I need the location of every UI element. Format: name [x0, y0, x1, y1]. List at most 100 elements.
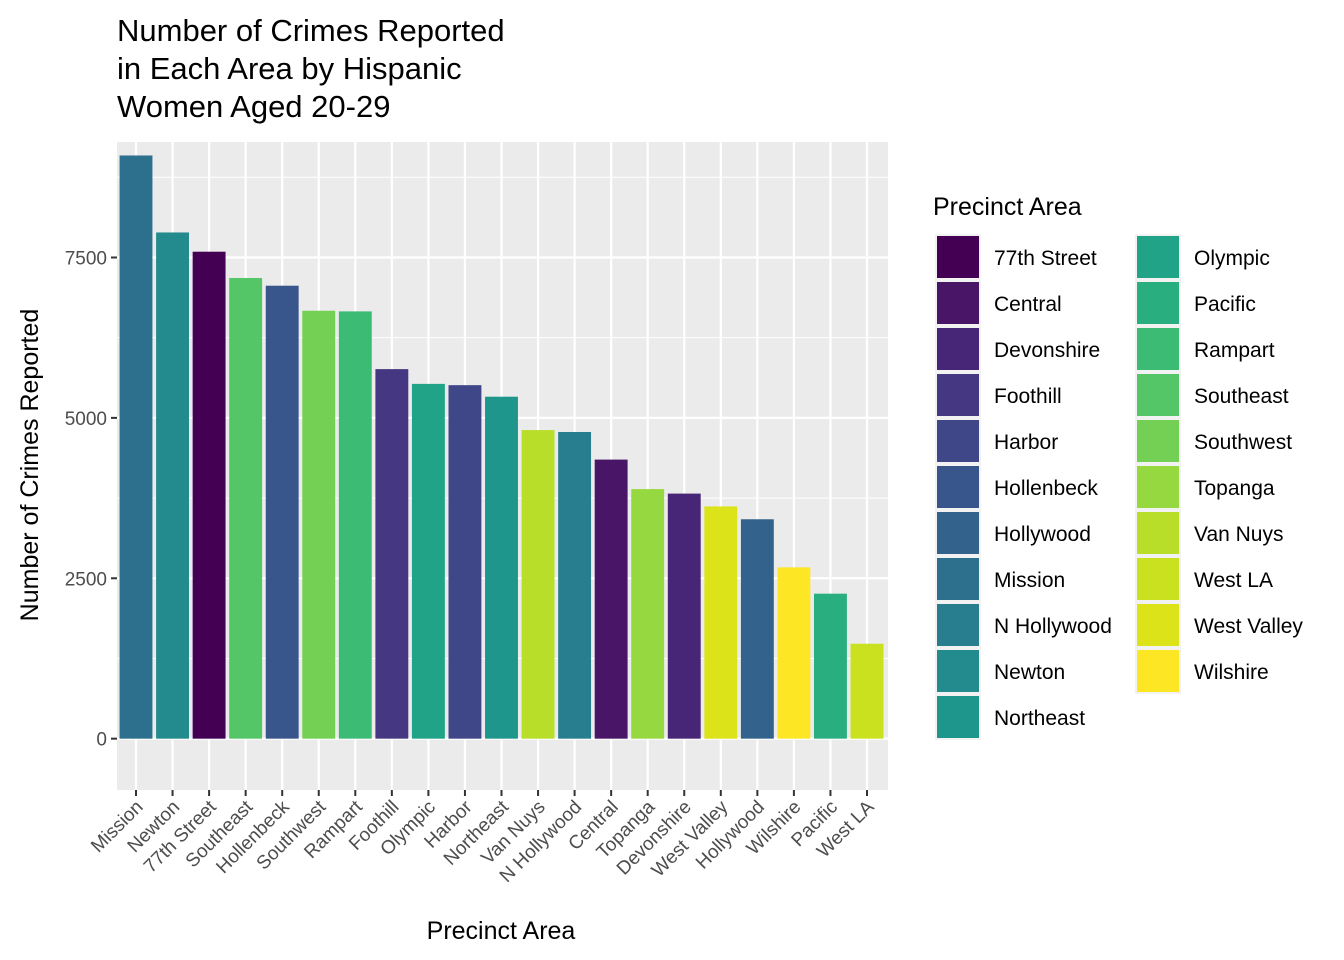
y-tick-label: 5000	[65, 409, 107, 430]
legend-item: Hollenbeck	[935, 464, 1098, 510]
legend-label: Rampart	[1194, 339, 1275, 362]
bar-wilshire	[777, 567, 811, 739]
legend-label: Newton	[994, 661, 1065, 684]
bar-newton	[156, 232, 189, 739]
bar-west-valley	[704, 506, 738, 739]
bar-foothill	[375, 369, 409, 739]
legend-item: Hollywood	[935, 510, 1091, 556]
bar-rampart	[338, 311, 372, 739]
bar-southeast	[229, 278, 263, 739]
legend-swatch	[1137, 282, 1179, 324]
legend-label: Southeast	[1194, 385, 1289, 408]
bar-southwest	[302, 310, 336, 739]
legend-swatch	[1137, 328, 1179, 370]
legend-item: Devonshire	[935, 326, 1100, 372]
legend-title: Precinct Area	[933, 193, 1082, 221]
legend-item: N Hollywood	[935, 602, 1112, 648]
bar-devonshire	[667, 493, 701, 739]
bar-pacific	[814, 593, 847, 739]
legend-swatch	[1137, 374, 1179, 416]
bar-olympic	[411, 383, 445, 739]
legend-item: Wilshire	[1135, 648, 1269, 694]
legend-item: Van Nuys	[1135, 510, 1284, 556]
legend-item: Harbor	[935, 418, 1058, 464]
legend-label: Central	[994, 293, 1062, 316]
chart-title: Number of Crimes Reported in Each Area b…	[117, 13, 505, 124]
legend-label: 77th Street	[994, 247, 1097, 270]
legend-swatch	[937, 282, 979, 324]
legend-item: Newton	[935, 648, 1065, 694]
legend-label: Northeast	[994, 707, 1085, 730]
bar-northeast	[485, 396, 518, 739]
legend-swatch	[1137, 236, 1179, 278]
bar-topanga	[631, 489, 665, 739]
y-axis: 0 2500 5000 7500	[65, 248, 117, 751]
y-tick-label: 0	[96, 730, 107, 751]
legend-label: Foothill	[994, 385, 1062, 408]
legend-swatch	[937, 696, 979, 738]
legend-swatch	[1137, 420, 1179, 462]
y-tick-label: 7500	[65, 248, 107, 269]
legend-item: Central	[935, 280, 1062, 326]
legend-label: Hollywood	[994, 523, 1091, 546]
legend-label: West Valley	[1194, 615, 1303, 638]
legend-swatch	[937, 650, 979, 692]
legend-label: Southwest	[1194, 431, 1292, 454]
legend-label: Wilshire	[1194, 661, 1269, 684]
legend-swatch	[937, 236, 979, 278]
legend-item: Topanga	[1135, 464, 1275, 510]
bar-hollywood	[740, 519, 774, 739]
title-line-3: Women Aged 20-29	[117, 89, 390, 124]
bar-hollenbeck	[265, 285, 299, 739]
legend-swatch	[937, 558, 979, 600]
bar-west-la	[850, 643, 884, 739]
legend-label: Olympic	[1194, 247, 1270, 270]
legend-item: Southeast	[1135, 372, 1289, 418]
legend-item: 77th Street	[935, 234, 1097, 280]
legend-swatch	[937, 420, 979, 462]
bar-central	[594, 459, 628, 739]
legend-swatch	[1137, 604, 1179, 646]
bars	[119, 155, 884, 739]
legend-label: Mission	[994, 569, 1065, 592]
legend-item: Pacific	[1135, 280, 1256, 326]
title-line-2: in Each Area by Hispanic	[117, 51, 462, 86]
legend-swatch	[1137, 466, 1179, 508]
y-tick-label: 2500	[65, 569, 107, 590]
legend: Precinct Area 77th Street Central Devonshi…	[933, 193, 1303, 740]
legend-swatch	[937, 512, 979, 554]
legend-item: Southwest	[1135, 418, 1292, 464]
y-axis-title: Number of Crimes Reported	[16, 309, 44, 622]
legend-item: Foothill	[935, 372, 1062, 418]
legend-item: Olympic	[1135, 234, 1270, 280]
bar-77th-street	[192, 251, 226, 739]
x-axis-title: Precinct Area	[427, 917, 576, 945]
legend-item: West Valley	[1135, 602, 1303, 648]
legend-swatch	[937, 604, 979, 646]
legend-item: Northeast	[935, 694, 1085, 740]
legend-swatch	[1137, 650, 1179, 692]
legend-label: Pacific	[1194, 293, 1256, 316]
legend-label: Van Nuys	[1194, 523, 1284, 546]
legend-label: Harbor	[994, 431, 1058, 454]
legend-item: Rampart	[1135, 326, 1275, 372]
bar-harbor	[448, 385, 482, 739]
legend-label: N Hollywood	[994, 615, 1112, 638]
legend-swatch	[1137, 558, 1179, 600]
legend-label: Topanga	[1194, 477, 1275, 500]
title-line-1: Number of Crimes Reported	[117, 13, 505, 48]
legend-swatch	[1137, 512, 1179, 554]
bar-van-nuys	[521, 430, 555, 739]
legend-label: Devonshire	[994, 339, 1100, 362]
legend-item: Mission	[935, 556, 1065, 602]
bar-n-hollywood	[558, 431, 592, 739]
legend-item: West LA	[1135, 556, 1273, 602]
bar-mission	[119, 155, 153, 739]
legend-swatch	[937, 328, 979, 370]
legend-label: Hollenbeck	[994, 477, 1098, 500]
legend-swatch	[937, 466, 979, 508]
legend-label: West LA	[1194, 569, 1273, 592]
legend-swatch	[937, 374, 979, 416]
